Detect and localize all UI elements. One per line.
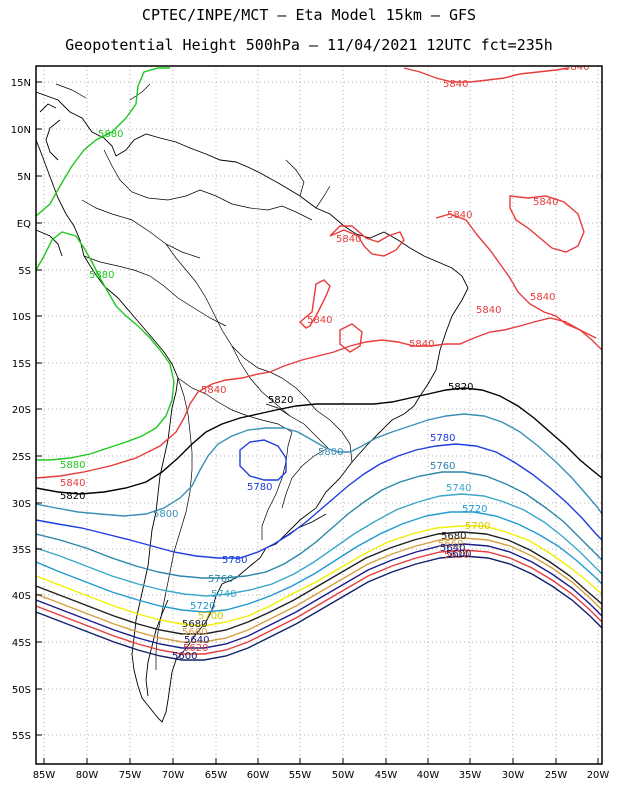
contour-label: 5840 bbox=[530, 292, 555, 303]
lon-tick-label: 20W bbox=[587, 770, 610, 781]
contour-label: 5840 bbox=[201, 385, 226, 396]
map-title-line1: CPTEC/INPE/MCT – Eta Model 15km – GFS bbox=[141, 6, 477, 24]
map-title-line2: Geopotential Height 500hPa – 11/04/2021 … bbox=[65, 36, 553, 54]
contour-5800 bbox=[36, 413, 602, 517]
contour-label: 5820 bbox=[60, 491, 85, 502]
lon-tick-label: 45W bbox=[375, 770, 398, 781]
contour-5840 bbox=[298, 279, 331, 329]
country-borders bbox=[55, 83, 353, 670]
lon-tick-label: 65W bbox=[205, 770, 228, 781]
contour-label: 5780 bbox=[222, 555, 247, 566]
lat-tick-label: 15N bbox=[11, 78, 31, 89]
contour-label: 5740 bbox=[211, 589, 236, 600]
contour-label: 5720 bbox=[190, 601, 215, 612]
lat-tick-label: 15S bbox=[12, 359, 31, 370]
lon-tick-label: 30W bbox=[502, 770, 525, 781]
contour-label: 5820 bbox=[268, 395, 293, 406]
contour-5640 bbox=[36, 543, 602, 649]
lat-tick-label: 45S bbox=[12, 638, 31, 649]
lat-lon-grid bbox=[36, 66, 602, 764]
contour-5660 bbox=[36, 537, 602, 643]
lon-tick-label: 40W bbox=[417, 770, 440, 781]
lat-tick-label: 5N bbox=[17, 172, 31, 183]
lat-tick-label: 20S bbox=[12, 405, 31, 416]
contour-label: 5840 bbox=[443, 79, 468, 90]
contour-label: 5780 bbox=[430, 433, 455, 444]
contour-5840 bbox=[403, 67, 569, 83]
lon-tick-label: 55W bbox=[289, 770, 312, 781]
contour-5840 bbox=[509, 195, 585, 253]
contour-label: 5840 bbox=[60, 478, 85, 489]
lon-tick-label: 35W bbox=[459, 770, 482, 781]
contour-label: 5780 bbox=[247, 482, 272, 493]
lon-tick-label: 25W bbox=[545, 770, 568, 781]
contour-label: 5620 bbox=[183, 643, 208, 654]
lon-tick-label: 70W bbox=[162, 770, 185, 781]
contour-5780 bbox=[36, 443, 602, 559]
contour-label: 5840 bbox=[336, 234, 361, 245]
contour-label: 5800 bbox=[153, 509, 178, 520]
contour-label: 5700 bbox=[465, 521, 490, 532]
contour-label: 5800 bbox=[318, 447, 343, 458]
contour-label: 5720 bbox=[462, 504, 487, 515]
lon-tick-label: 80W bbox=[76, 770, 99, 781]
lat-tick-label: 10S bbox=[12, 312, 31, 323]
contour-5680 bbox=[36, 531, 602, 635]
contour-label: 5880 bbox=[98, 129, 123, 140]
contour-5600 bbox=[36, 555, 602, 661]
contour-label: 5840 bbox=[409, 339, 434, 350]
lon-tick-label: 60W bbox=[247, 770, 270, 781]
lat-tick-label: 35S bbox=[12, 545, 31, 556]
contour-label: 5840 bbox=[476, 305, 501, 316]
contour-label: 5640 bbox=[184, 635, 209, 646]
contour-label: 5620 bbox=[444, 550, 469, 561]
contour-label: 5740 bbox=[446, 483, 471, 494]
contour-label: 5840 bbox=[447, 210, 472, 221]
contour-label: 5600 bbox=[172, 651, 197, 662]
contour-5880 bbox=[36, 231, 175, 461]
contour-label: 5660 bbox=[182, 627, 207, 638]
contour-5780 bbox=[239, 439, 287, 481]
lon-tick-label: 85W bbox=[33, 770, 56, 781]
lat-tick-label: 25S bbox=[12, 452, 31, 463]
contour-label: 5820 bbox=[448, 382, 473, 393]
lat-tick-label: 30S bbox=[12, 499, 31, 510]
contour-5840 bbox=[435, 213, 597, 339]
contour-5620 bbox=[36, 549, 602, 655]
contour-5820 bbox=[36, 387, 602, 495]
contour-label: 5760 bbox=[208, 574, 233, 585]
contour-5840 bbox=[36, 317, 602, 479]
contour-label: 5640 bbox=[440, 543, 465, 554]
contour-5840 bbox=[329, 225, 405, 257]
contour-label: 5760 bbox=[430, 461, 455, 472]
contour-5720 bbox=[36, 511, 602, 613]
contour-5700 bbox=[36, 525, 602, 627]
lat-tick-label: 40S bbox=[12, 591, 31, 602]
contour-label: 5840 bbox=[564, 62, 589, 73]
contour-5740 bbox=[36, 493, 602, 597]
contour-5760 bbox=[36, 471, 602, 579]
lat-tick-label: 50S bbox=[12, 685, 31, 696]
lon-tick-label: 75W bbox=[119, 770, 142, 781]
contour-label: 5840 bbox=[533, 197, 558, 208]
contour-label: 5680 bbox=[182, 619, 207, 630]
contour-label: 5700 bbox=[198, 611, 223, 622]
contour-label: 5880 bbox=[89, 270, 114, 281]
lat-tick-label: 10N bbox=[11, 125, 31, 136]
contour-label: 5680 bbox=[441, 531, 466, 542]
contour-label: 5600 bbox=[446, 549, 471, 560]
contour-label: 5660 bbox=[438, 539, 463, 550]
lon-tick-label: 50W bbox=[332, 770, 355, 781]
map-frame bbox=[35, 65, 603, 765]
lat-tick-label: EQ bbox=[17, 219, 31, 230]
axis-ticks bbox=[36, 81, 599, 764]
lat-tick-label: 5S bbox=[18, 266, 31, 277]
contour-5880 bbox=[36, 67, 170, 217]
contour-label: 5840 bbox=[307, 315, 332, 326]
contour-label: 5880 bbox=[60, 460, 85, 471]
lat-tick-label: 55S bbox=[12, 731, 31, 742]
contour-5840 bbox=[339, 323, 363, 353]
